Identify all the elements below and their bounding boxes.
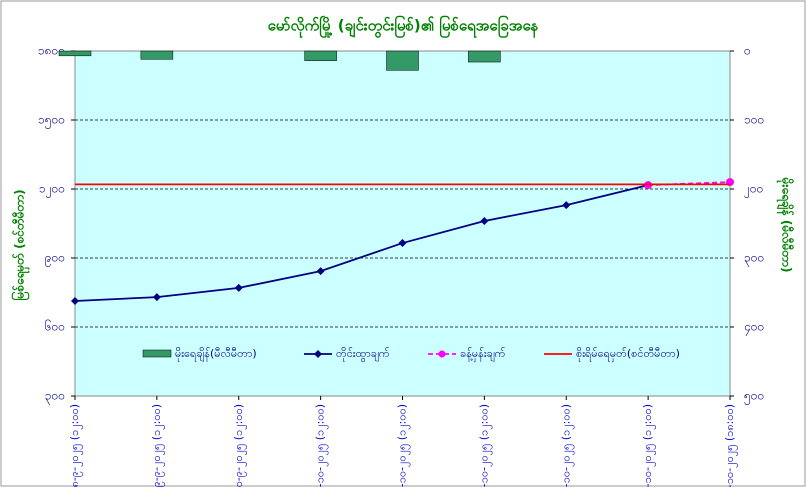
rain-bar bbox=[386, 50, 419, 71]
y-tick-label: ၁၂၀၀ bbox=[39, 182, 65, 199]
observed-point bbox=[71, 297, 79, 306]
x-tick-label: ၃-၁၀-၂၀၂၅ (၁၂:၀၀) bbox=[477, 404, 492, 487]
legend-swatch bbox=[142, 349, 172, 358]
observed-line bbox=[74, 184, 649, 302]
rain-bar bbox=[140, 50, 174, 60]
y-axis-label: မြစ်ရေမှတ် (စင်တီမီတာ) bbox=[10, 189, 31, 300]
y-tick-label: ၆၀၀ bbox=[45, 319, 65, 334]
x-tick-label: ၁-၁၀-၂၀၂၅ (၁၂:၀၀) bbox=[314, 404, 329, 487]
observed-point bbox=[234, 283, 243, 292]
observed-point bbox=[480, 216, 489, 225]
observed-point bbox=[152, 293, 161, 302]
x-tick-label: ၂၉-၉-၂၀၂၅ (၁၂:၀၀) bbox=[150, 404, 165, 487]
rain-bar bbox=[304, 50, 337, 61]
observed-point bbox=[562, 201, 571, 210]
legend-marker bbox=[314, 350, 322, 358]
y2-tick-label: ၄၀၀ bbox=[744, 320, 764, 337]
y2-axis-label: မိုးရေချိန် (မီလီမီတာ) bbox=[776, 177, 796, 273]
plot-area bbox=[74, 50, 731, 397]
y2-tick-label: ၅၀၀ bbox=[744, 389, 764, 406]
y-tick-label: ၉၀၀ bbox=[45, 251, 65, 268]
observed-point bbox=[316, 267, 325, 276]
rain-bar bbox=[468, 50, 501, 63]
x-tick-label: ၄-၁၀-၂၀၂၅ (၁၂:၀၀) bbox=[559, 404, 574, 487]
x-tick-label: ၂-၁၀-၂၀၂၅ (၁၂:၀၀) bbox=[396, 404, 411, 487]
rain-bar bbox=[58, 50, 92, 57]
y2-tick-label: ၃၀၀ bbox=[744, 251, 764, 268]
observed-point bbox=[398, 239, 407, 248]
legend-label: မိုးရေချိန်(မီလီမီတာ) bbox=[175, 347, 257, 362]
x-tick-label: ၂၈-၉-၂၀၂၅ (၁၂:၀၀) bbox=[68, 404, 83, 487]
legend-label: တိုင်းထွာချက် bbox=[336, 347, 390, 362]
legend-marker bbox=[438, 350, 446, 358]
x-tick-label: ၅-၁၀-၂၀၂၅ (၁၈:၀၀) bbox=[723, 404, 738, 487]
legend-label: ခန့်မှန်းချက် bbox=[460, 347, 506, 362]
y-tick-label: ၃၀၀ bbox=[45, 389, 65, 406]
legend-label: စိုးရိမ်ရေမှတ်(စင်တီမီတာ) bbox=[576, 347, 680, 362]
y2-tick-label: ၁၀၀ bbox=[744, 113, 764, 127]
y-tick-label: ၁၅၀၀ bbox=[38, 113, 65, 130]
x-tick-label: ၅-၁၀-၂၀၂၅ (၁၂:၀၀) bbox=[641, 404, 656, 487]
y2-tick-label: ၂၀၀ bbox=[744, 182, 763, 199]
y2-tick-label: ၀ bbox=[744, 44, 751, 58]
x-tick-label: ၃၀-၉-၂၀၂၅ (၁၂:၀၀) bbox=[232, 404, 247, 487]
y-tick-label: ၁၈၀၀ bbox=[38, 44, 65, 58]
